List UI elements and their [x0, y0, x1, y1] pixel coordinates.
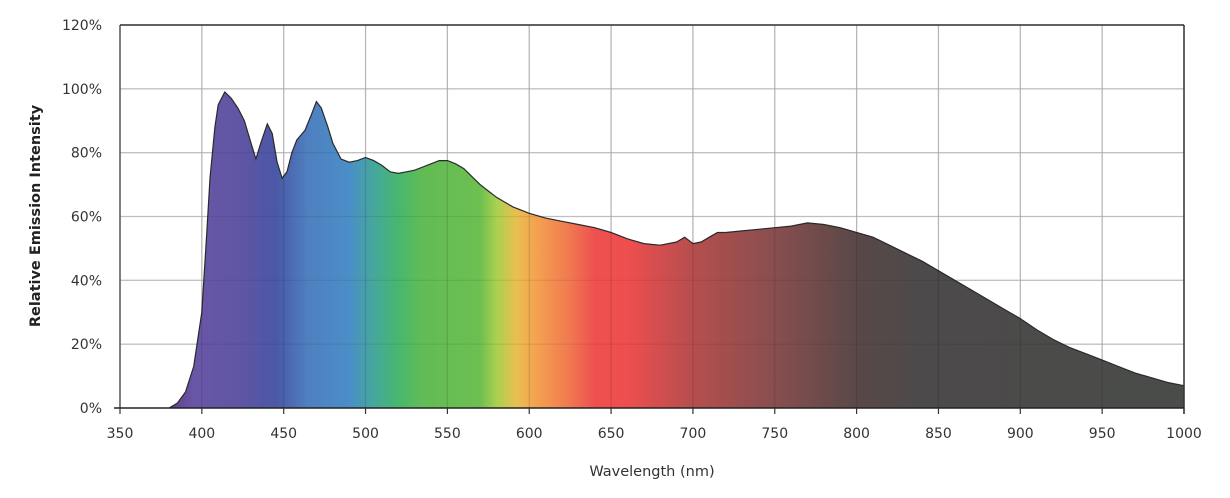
- x-tick-label: 400: [188, 426, 215, 442]
- x-tick-label: 800: [843, 426, 870, 442]
- y-axis-tick-labels: 0% 20% 40% 60% 80% 100% 120%: [62, 18, 102, 417]
- x-tick-label: 550: [434, 426, 461, 442]
- x-tick-label: 350: [107, 426, 134, 442]
- x-tick-label: 500: [352, 426, 379, 442]
- x-tick-label: 600: [516, 426, 543, 442]
- spectrum-outline: [168, 91, 1185, 409]
- x-tick-label: 750: [761, 426, 788, 442]
- y-tick-label: 100%: [62, 82, 102, 98]
- spectrum-area: [168, 91, 1185, 409]
- y-tick-label: 0%: [80, 401, 102, 417]
- spectrum-fill: [169, 92, 1185, 408]
- y-tick-label: 60%: [71, 210, 102, 226]
- gridlines-overlay: [120, 25, 1184, 408]
- x-tick-label: 1000: [1166, 426, 1202, 442]
- x-axis-title: Wavelength (nm): [589, 464, 714, 480]
- y-tick-label: 80%: [71, 146, 102, 162]
- y-tick-label: 120%: [62, 18, 102, 34]
- axes: [114, 24, 1185, 414]
- x-tick-label: 950: [1089, 426, 1116, 442]
- x-tick-label: 900: [1007, 426, 1034, 442]
- x-tick-label: 700: [680, 426, 707, 442]
- y-tick-label: 40%: [71, 273, 102, 289]
- y-tick-label: 20%: [71, 337, 102, 353]
- x-tick-label: 450: [270, 426, 297, 442]
- x-tick-label: 650: [598, 426, 625, 442]
- x-tick-label: 850: [925, 426, 952, 442]
- x-axis-tick-labels: 350 400 450 500 550 600 650 700 750 800 850 900 950 1…: [107, 426, 1202, 442]
- y-axis-title: Relative Emission Intensity: [28, 104, 44, 327]
